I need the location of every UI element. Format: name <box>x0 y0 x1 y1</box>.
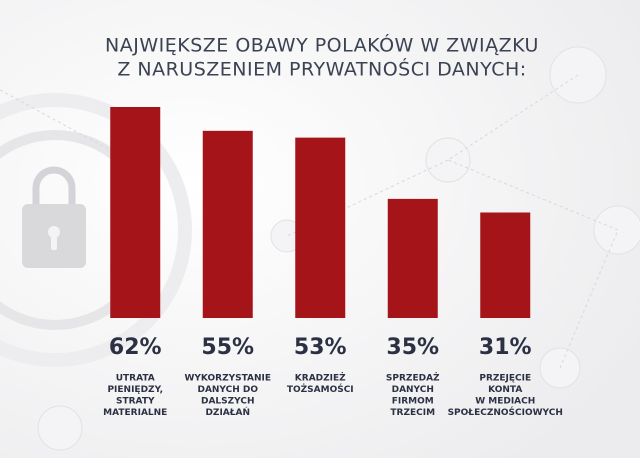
lock-icon <box>22 166 86 268</box>
category-label: TRZECIM <box>390 408 435 418</box>
category-label: STRATY <box>116 397 155 407</box>
value-label: 53% <box>294 335 347 360</box>
value-label: 31% <box>479 335 532 360</box>
category-label: KONTA <box>488 385 522 395</box>
bar <box>480 212 531 318</box>
category-label: SPRZEDAŻ <box>386 373 440 384</box>
decoration <box>0 46 640 451</box>
value-label: 35% <box>386 335 439 360</box>
category-label: KRADZIEŻ <box>295 373 346 384</box>
category-label: SPOŁECZNOŚCIOWYCH <box>448 406 563 418</box>
value-label: 62% <box>109 335 162 360</box>
bar <box>295 137 346 318</box>
category-label: PIENIĘDZY, <box>107 385 163 395</box>
category-label: MATERIALNE <box>103 408 167 418</box>
value-label: 55% <box>201 335 254 360</box>
category-label: TOŻSAMOŚCI <box>287 383 354 395</box>
bar <box>387 198 438 318</box>
chart-title: NAJWIĘKSZE OBAWY POLAKÓW W ZWIĄZKU <box>105 33 539 57</box>
bar <box>110 107 161 318</box>
category-label: DZIAŁAŃ <box>205 406 250 418</box>
category-label: W MEDIACH <box>475 397 535 407</box>
category-label: UTRATA <box>116 374 155 384</box>
bar <box>202 130 253 318</box>
category-label: PRZEJĘCIE <box>479 374 531 384</box>
category-label: WYKORZYSTANIE <box>184 374 271 384</box>
category-label: FIRMOM <box>392 397 434 407</box>
category-label: DALSZYCH <box>201 397 255 407</box>
category-label: DANYCH DO <box>197 385 258 395</box>
category-label: DANYCH <box>392 385 434 395</box>
chart-title: Z NARUSZENIEM PRYWATNOŚCI DANYCH: <box>117 57 526 81</box>
